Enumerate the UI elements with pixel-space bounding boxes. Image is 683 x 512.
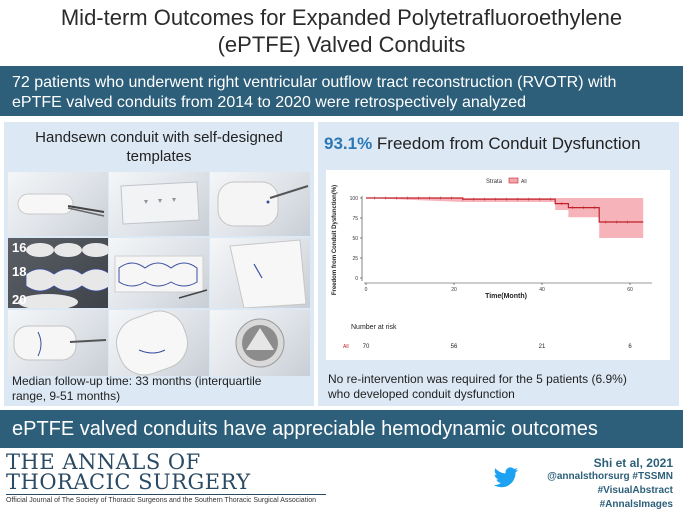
hashtags: #VisualAbstract #AnnalsImages xyxy=(597,485,673,510)
y-tick-label-50: 50 xyxy=(352,236,358,242)
legend-swatch xyxy=(508,177,519,184)
photo-valved-conduit-side xyxy=(109,310,209,376)
sheet-illustration xyxy=(120,181,200,225)
risk-count-20: 56 xyxy=(451,344,458,350)
legend-title: Strata xyxy=(486,179,503,185)
outcome-heading: 93.1% Freedom from Conduit Dysfunction xyxy=(324,134,674,154)
legend-entry: All xyxy=(521,179,527,185)
templates-illustration xyxy=(18,243,108,308)
x-tick-label-0: 0 xyxy=(365,287,368,293)
photo-tube-forceps xyxy=(8,172,108,236)
x-axis-label: Time(Month) xyxy=(485,293,527,300)
freedom-label: Freedom from Conduit Dysfunction xyxy=(372,134,641,153)
title-line-2: (ePTFE) Valved Conduits xyxy=(217,32,466,57)
reintervention-caption-line-1: No re-intervention was required for the … xyxy=(328,372,627,386)
technique-heading-line-1: Handsewn conduit with self-designed xyxy=(35,129,283,146)
photo-conduit-suture xyxy=(210,172,310,236)
y-tick-label-75: 75 xyxy=(352,216,358,222)
technique-panel: Handsewn conduit with self-designed temp… xyxy=(4,122,314,406)
conclusion-text: ePTFE valved conduits have appreciable h… xyxy=(12,418,598,440)
x-tick-label-20: 20 xyxy=(451,287,457,293)
tube-illustration xyxy=(17,193,105,217)
reintervention-caption: No re-intervention was required for the … xyxy=(328,372,673,402)
photo-trileaflet-outline xyxy=(109,238,209,308)
risk-count-60: 6 xyxy=(628,344,632,350)
journal-name-line-1: THE ANNALS OF xyxy=(6,450,201,474)
axes-group: 0 25 50 75 100 0 20 40 60 xyxy=(350,196,652,293)
surgical-photo-grid: 16 18 20 xyxy=(8,172,310,487)
photo-wrapped-conduit xyxy=(210,238,310,308)
journal-rule xyxy=(6,494,326,495)
photo-size-templates: 16 18 20 xyxy=(8,238,108,308)
y-tick-label-100: 100 xyxy=(350,196,359,202)
credit-block: Shi et al, 2021 @annalsthorsurg #TSSMN #… xyxy=(523,456,673,512)
wrapped-conduit-illustration xyxy=(229,239,307,308)
photo-valve-end-view xyxy=(210,310,310,376)
template-label-20: 20 xyxy=(12,292,27,307)
risk-count-0: 70 xyxy=(363,344,370,350)
study-summary-banner: 72 patients who underwent right ventricu… xyxy=(0,66,683,116)
trileaflet-illustration xyxy=(114,255,208,299)
technique-heading: Handsewn conduit with self-designed temp… xyxy=(4,128,314,166)
reintervention-caption-line-2: who developed conduit dysfunction xyxy=(328,387,515,401)
summary-line-1: 72 patients who underwent right ventricu… xyxy=(12,74,617,91)
y-tick-label-0: 0 xyxy=(355,276,358,282)
author-credit: Shi et al, 2021 xyxy=(593,456,673,470)
technique-heading-line-2: templates xyxy=(126,148,192,165)
template-label-18: 18 xyxy=(12,264,27,279)
risk-count-40: 21 xyxy=(539,344,546,350)
twitter-bird-icon xyxy=(493,467,519,488)
summary-line-2: ePTFE valved conduits from 2014 to 2020 … xyxy=(12,94,527,111)
sewn-conduit-illustration xyxy=(13,325,107,361)
kaplan-meier-chart: Strata All 0 25 50 75 100 0 20 40 60 Time(Month)… xyxy=(326,170,670,360)
photo-sewn-conduit xyxy=(8,310,108,376)
risk-table-strata: All xyxy=(343,344,349,350)
photo-template-sheet xyxy=(109,172,209,236)
survival-curve-group xyxy=(366,196,644,224)
km-svg: Strata All 0 25 50 75 100 0 20 40 60 Time(Month)… xyxy=(332,177,662,350)
valved-conduit-side-illustration xyxy=(116,310,188,376)
y-tick-label-25: 25 xyxy=(352,256,358,262)
journal-subtitle: Official Journal of The Society of Thora… xyxy=(6,497,316,504)
y-axis-label: Freedom from Conduit Dysfunction(%) xyxy=(332,185,338,295)
visual-abstract-title: Mid-term Outcomes for Expanded Polytetra… xyxy=(0,4,683,58)
follow-up-caption-line-1: Median follow-up time: 33 months (interq… xyxy=(12,374,262,388)
risk-table-counts: 70 56 21 6 xyxy=(363,344,633,350)
x-tick-label-60: 60 xyxy=(627,287,633,293)
valve-end-view-illustration xyxy=(235,318,285,368)
conduit-suture-illustration xyxy=(217,181,309,227)
template-label-16: 16 xyxy=(12,240,27,255)
journal-name-line-2: THORACIC SURGERY xyxy=(6,470,251,494)
follow-up-caption-line-2: range, 9-51 months) xyxy=(12,389,121,403)
outcome-panel: 93.1% Freedom from Conduit Dysfunction S… xyxy=(318,122,679,406)
x-tick-label-40: 40 xyxy=(539,287,545,293)
title-line-1: Mid-term Outcomes for Expanded Polytetra… xyxy=(60,5,623,30)
legend: Strata All xyxy=(486,177,527,185)
freedom-percentage: 93.1% xyxy=(324,134,373,153)
twitter-handle: @annalsthorsurg #TSSMN xyxy=(547,471,673,482)
journal-logo: THE ANNALS OF THORACIC SURGERY Official … xyxy=(6,452,336,506)
follow-up-caption: Median follow-up time: 33 months (interq… xyxy=(12,374,312,404)
risk-table-label: Number at risk xyxy=(351,324,397,331)
conclusion-banner: ePTFE valved conduits have appreciable h… xyxy=(0,410,683,448)
